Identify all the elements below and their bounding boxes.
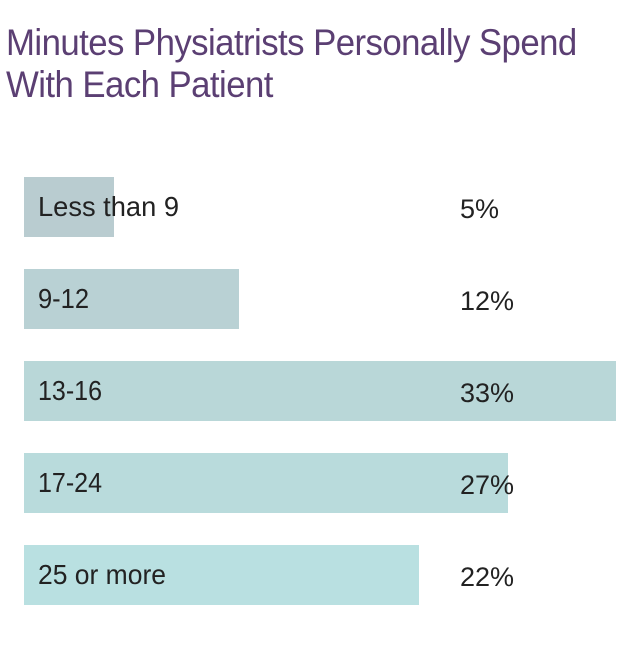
chart-title: Minutes Physiatrists Personally Spend Wi… — [6, 22, 589, 106]
value-label-0: 5% — [460, 194, 499, 224]
bar-1 — [24, 269, 239, 329]
bar-2 — [24, 361, 616, 421]
category-label-1: 9-12 — [38, 283, 89, 314]
bar-3 — [24, 453, 508, 513]
chart-title-line-1: Minutes Physiatrists Personally Spend — [6, 22, 577, 63]
category-label-0: Less than 9 — [38, 191, 179, 222]
category-label-4: 25 or more — [38, 559, 166, 590]
bar-0 — [24, 177, 114, 237]
category-label-3: 17-24 — [38, 467, 102, 498]
value-label-4: 22% — [460, 562, 514, 592]
value-label-2: 33% — [460, 378, 514, 408]
category-label-2: 13-16 — [38, 375, 102, 406]
value-label-1: 12% — [460, 286, 514, 316]
value-label-3: 27% — [460, 470, 514, 500]
bar-4 — [24, 545, 419, 605]
chart-title-line-2: With Each Patient — [6, 64, 273, 105]
